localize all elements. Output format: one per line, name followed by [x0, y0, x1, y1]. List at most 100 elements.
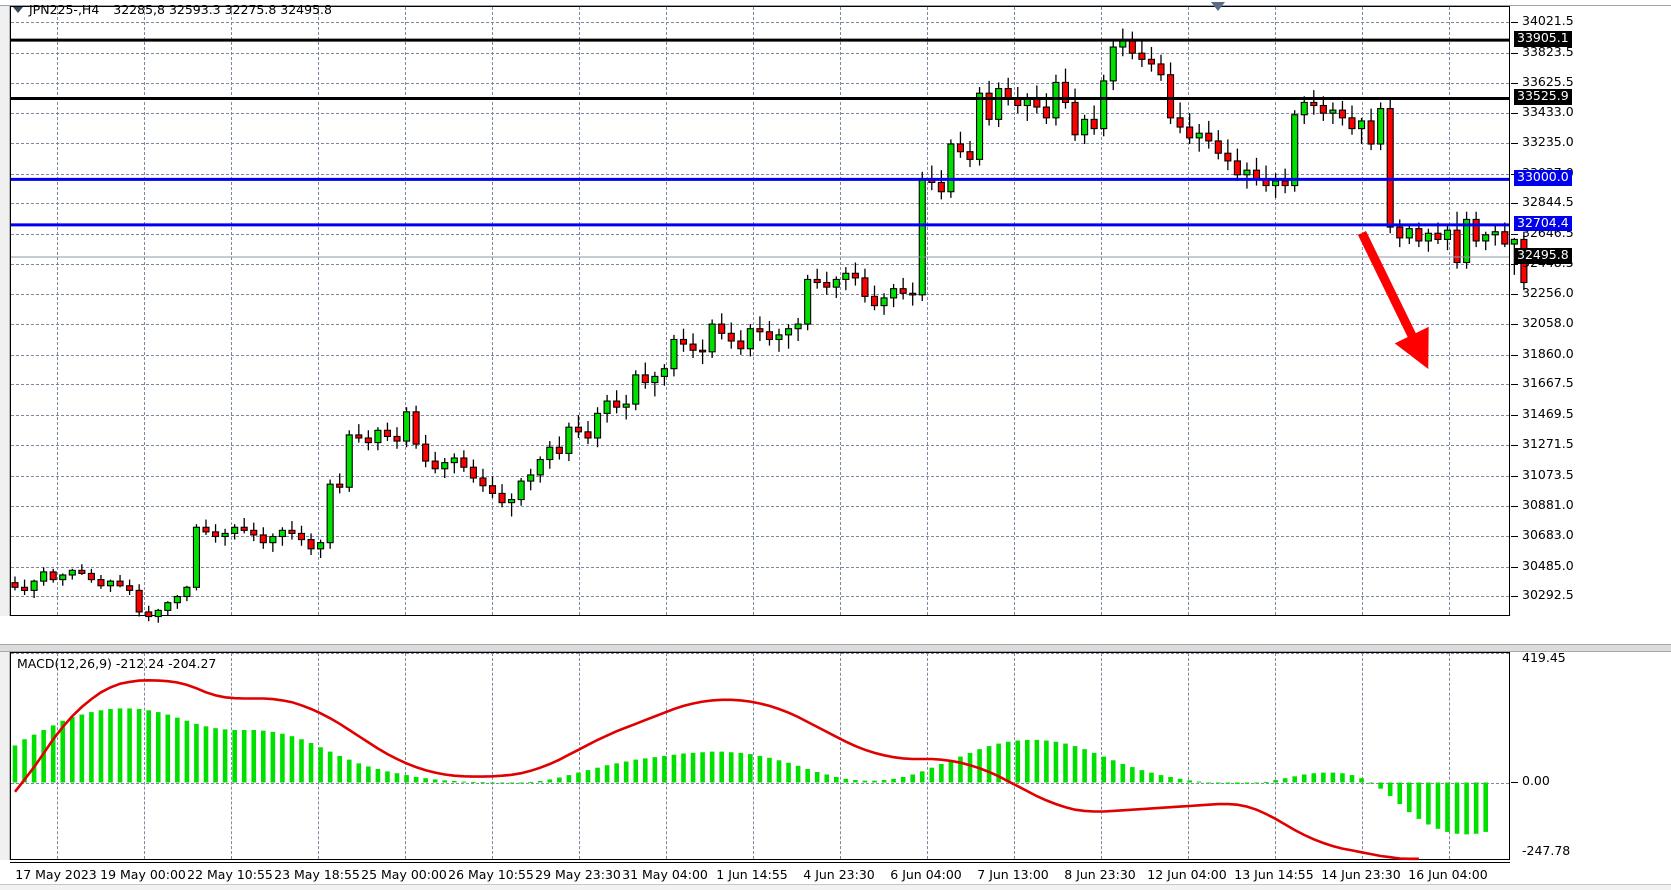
time-axis-label: 1 Jun 14:55: [716, 867, 788, 882]
price-axis-label: 31073.5: [1522, 466, 1574, 482]
triangle-down-marker-icon[interactable]: [1211, 2, 1225, 11]
candle: [794, 317, 802, 342]
macd-histogram-bar: [184, 720, 190, 783]
candle: [183, 585, 191, 602]
macd-histogram-bar: [709, 751, 715, 783]
candle: [68, 568, 76, 580]
candle: [890, 284, 898, 308]
candle: [536, 456, 544, 483]
price-axis-label: 30683.0: [1522, 527, 1574, 543]
price-level-badge[interactable]: 33905.1: [1514, 31, 1572, 47]
candle: [135, 584, 143, 617]
candle: [479, 468, 487, 492]
time-axis-label: 8 Jun 23:30: [1064, 867, 1136, 882]
macd-histogram-bar: [499, 782, 505, 784]
macd-signal-line: [13, 678, 1419, 861]
candle: [1281, 168, 1289, 194]
macd-histogram-bar: [986, 746, 992, 783]
macd-histogram-bar: [834, 776, 839, 783]
macd-panel-left-rail[interactable]: [0, 652, 10, 860]
candle: [383, 422, 392, 442]
macd-histogram-bar: [700, 752, 705, 783]
macd-histogram-bar: [1263, 781, 1269, 783]
candle: [1052, 74, 1060, 126]
candle: [154, 608, 162, 623]
candle: [87, 568, 95, 583]
macd-histogram-bar: [547, 779, 553, 783]
price-axis[interactable]: 34021.533823.533625.533433.033235.033037…: [1511, 6, 1671, 616]
symbol-header[interactable]: JPN225-,H4 32285,8 32593.3 32275.8 32495…: [13, 2, 332, 17]
candle: [317, 539, 325, 559]
price-level-badge[interactable]: 32704.4: [1514, 215, 1572, 232]
candle: [784, 324, 793, 349]
macd-histogram-bar: [1368, 782, 1374, 784]
macd-histogram-bar: [786, 762, 791, 783]
macd-histogram-bar: [385, 771, 390, 783]
macd-histogram-bar: [1158, 775, 1164, 783]
macd-histogram-bar: [432, 779, 438, 783]
candle: [1415, 222, 1423, 248]
macd-indicator-panel[interactable]: MACD(12,26,9) -212.24 -204.27: [10, 652, 1510, 861]
candle: [1300, 96, 1308, 124]
price-axis-label: 31271.5: [1522, 436, 1574, 452]
candle: [40, 567, 48, 586]
time-axis-label: 31 May 04:00: [622, 867, 708, 882]
macd-histogram-bar: [41, 730, 46, 783]
price-level-badge[interactable]: 32495.8: [1514, 248, 1572, 264]
time-axis-label: 6 Jun 04:00: [890, 867, 962, 882]
macd-histogram-bar: [528, 781, 533, 783]
annotation-layer[interactable]: [11, 7, 1509, 615]
macd-histogram-bar: [1292, 776, 1297, 783]
macd-histogram-bar: [939, 763, 944, 783]
axis-tick: [1511, 384, 1518, 386]
price-chart-panel[interactable]: [10, 6, 1528, 623]
price-panel-left-rail[interactable]: [0, 6, 10, 616]
candle: [527, 468, 535, 491]
candle: [508, 493, 516, 517]
bearish-arrow-icon[interactable]: [1357, 231, 1429, 370]
candle: [689, 333, 697, 358]
macd-histogram-bar: [1082, 749, 1087, 783]
macd-histogram-bar: [165, 714, 171, 783]
time-axis-label: 29 May 23:30: [535, 867, 621, 882]
price-axis-label: 33823.5: [1522, 43, 1574, 59]
axis-tick: [1511, 536, 1518, 538]
candle: [288, 521, 296, 540]
macd-axis[interactable]: 419.45 0.00 -247.78: [1511, 650, 1671, 860]
panel-separator: [0, 644, 1671, 652]
macd-histogram-bar: [203, 726, 209, 783]
macd-histogram-bar: [289, 736, 295, 783]
candle: [746, 324, 754, 357]
time-axis[interactable]: 17 May 2023 19 May 00:00 22 May 10:55 23 Ma…: [10, 862, 1510, 890]
candle: [1272, 173, 1280, 198]
price-axis-label: 32058.0: [1522, 315, 1574, 331]
candle: [1377, 102, 1385, 151]
macd-histogram-bar: [1254, 782, 1259, 784]
candle: [1186, 113, 1194, 144]
macd-histogram-bar: [490, 782, 495, 784]
candle: [909, 282, 917, 306]
ohlc-values: 32285,8 32593.3 32275.8 32495.8: [113, 2, 332, 17]
macd-axis-label: 419.45: [1522, 650, 1566, 665]
candle: [966, 140, 974, 168]
price-level-badge[interactable]: 33525.9: [1514, 89, 1572, 105]
chevron-down-icon[interactable]: [13, 6, 23, 13]
macd-histogram-bar: [1130, 767, 1135, 783]
macd-histogram-bar: [1072, 746, 1078, 783]
candle: [307, 533, 315, 555]
macd-axis-label: 0.00: [1522, 772, 1550, 788]
macd-histogram-bar: [853, 780, 858, 783]
time-axis-label: 23 May 18:55: [274, 867, 360, 882]
candle: [565, 422, 573, 462]
macd-histogram-bar: [375, 768, 381, 783]
price-level-badge[interactable]: 33000.0: [1514, 170, 1572, 186]
candle: [622, 394, 630, 420]
macd-histogram-bar: [557, 777, 562, 783]
candle: [937, 170, 945, 200]
candle: [97, 574, 105, 589]
macd-histogram-bar: [1301, 774, 1307, 783]
candle: [1243, 162, 1251, 189]
macd-histogram-bar: [308, 742, 314, 783]
candle: [1453, 211, 1461, 269]
candle: [880, 293, 888, 315]
